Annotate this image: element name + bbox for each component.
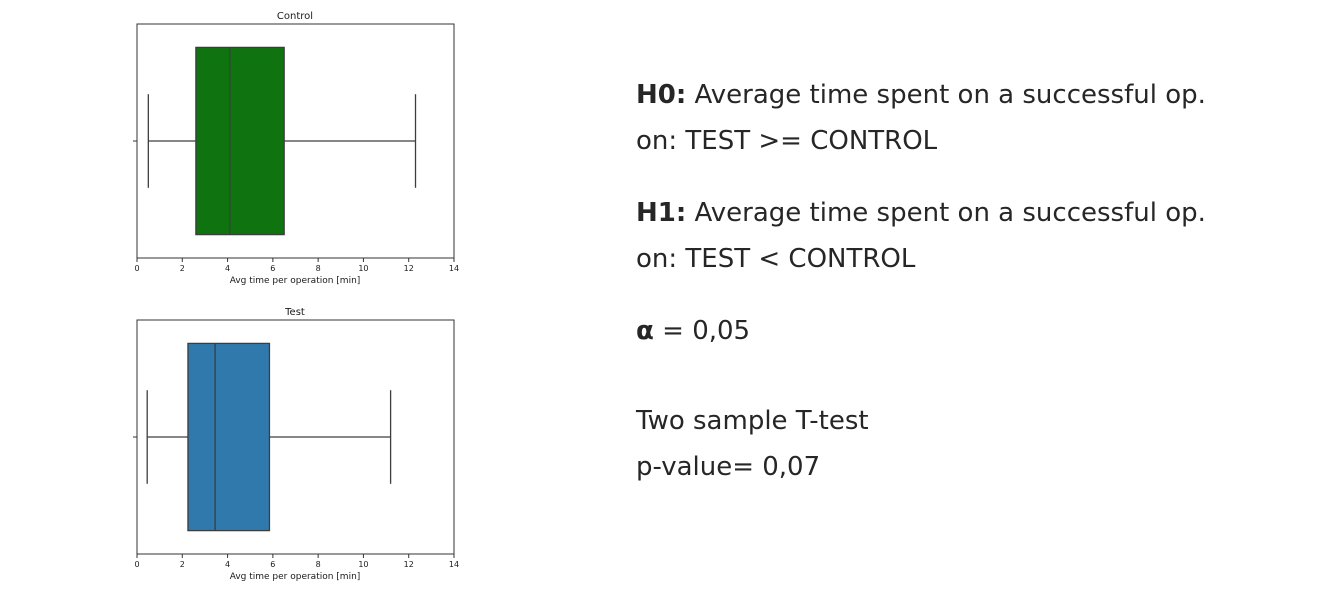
control-x-tick-label: 8 [316,264,321,273]
test-x-tick-label: 2 [180,560,185,569]
test-x-tick-label: 12 [404,560,414,569]
alpha-value: = 0,05 [653,316,751,346]
control-x-axis-label: Avg time per operation [min] [230,276,361,286]
control-x-tick-label: 12 [404,264,414,273]
control-x-tick-label: 2 [180,264,185,273]
test-chart-title: Test [284,307,305,318]
h1-line: H1: Average time spent on a successful o… [636,190,1296,236]
test-x-tick-label: 8 [316,560,321,569]
test-boxplot: Test 0 2 4 6 8 10 12 14 Avg time per operation … [133,307,459,582]
test-x-tick-label: 10 [358,560,368,569]
control-x-tick-label: 14 [449,264,459,273]
control-boxplot: Control 0 2 4 6 8 10 12 14 Avg time per operati… [133,11,459,286]
test-box-group [146,342,392,532]
h1-text: Average time spent on a successful op. [686,198,1206,228]
test-name: Two sample T-test [636,406,869,436]
test-x-tick-label: 6 [270,560,275,569]
control-chart-title: Control [277,11,313,22]
control-x-tick-label: 4 [225,264,230,273]
h0-line: H0: Average time spent on a successful o… [636,72,1296,118]
h0-line-2: on: TEST >= CONTROL [636,126,938,156]
alpha-symbol: α [636,316,654,346]
h0-label: H0: [636,80,687,110]
alpha-line: α = 0,05 [636,308,1296,354]
h1-label: H1: [636,198,687,228]
test-iqr-box [187,342,271,532]
test-x-axis-label: Avg time per operation [min] [230,572,361,582]
test-x-tick-label: 0 [134,560,139,569]
test-x-axis: 0 2 4 6 8 10 12 14 [134,554,459,569]
control-x-tick-label: 0 [134,264,139,273]
control-box-group [147,46,417,236]
p-value: p-value= 0,07 [636,452,821,482]
control-x-tick-label: 6 [270,264,275,273]
h0-text: Average time spent on a successful op. [686,80,1206,110]
control-x-axis: 0 2 4 6 8 10 12 14 [134,258,459,273]
control-iqr-box [195,46,285,236]
hypothesis-panel: H0: Average time spent on a successful o… [636,72,1296,490]
control-x-tick-label: 10 [358,264,368,273]
boxplot-figure: Control 0 2 4 6 8 10 12 14 Avg time per operati… [133,11,459,582]
h1-line-2: on: TEST < CONTROL [636,244,916,274]
test-x-tick-label: 14 [449,560,459,569]
test-x-tick-label: 4 [225,560,230,569]
